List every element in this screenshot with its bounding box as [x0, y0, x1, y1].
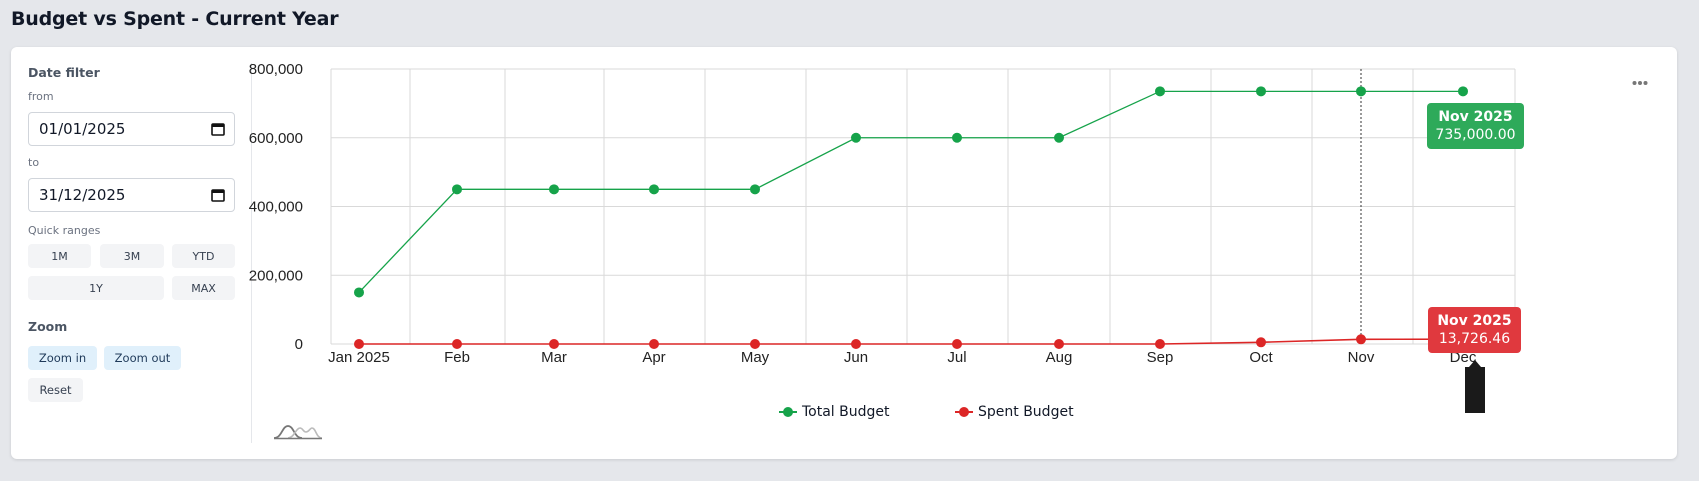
x-tick-label: Sep	[1147, 349, 1174, 366]
x-tick-label: May	[741, 349, 770, 366]
data-point[interactable]	[952, 339, 962, 349]
quick-range-1y-button[interactable]: 1Y	[28, 276, 164, 300]
range-navigator-icon[interactable]	[272, 422, 324, 440]
x-tick-label: Nov	[1348, 349, 1375, 366]
x-tick-label: Aug	[1046, 349, 1073, 366]
x-tick-label: Apr	[642, 349, 665, 366]
data-point[interactable]	[1054, 339, 1064, 349]
data-point[interactable]	[549, 184, 559, 195]
tooltip-total-budget: Nov 2025 735,000.00	[1427, 103, 1524, 149]
chart-card: Date filter from 01/01/2025 to 31/12/202…	[11, 47, 1677, 459]
data-point[interactable]	[1356, 334, 1366, 345]
data-point[interactable]	[354, 339, 364, 349]
quick-range-1m-button[interactable]: 1M	[28, 244, 91, 268]
zoom-out-button[interactable]: Zoom out	[104, 346, 181, 370]
filter-sidebar: Date filter from 01/01/2025 to 31/12/202…	[28, 63, 246, 443]
legend-label: Spent Budget	[978, 404, 1074, 420]
calendar-icon[interactable]	[211, 122, 225, 136]
data-point[interactable]	[1155, 339, 1165, 349]
y-tick-label: 400,000	[249, 199, 303, 216]
from-date-value: 01/01/2025	[39, 120, 126, 138]
x-tick-label: Jun	[844, 349, 868, 366]
data-point[interactable]	[452, 184, 462, 195]
sidebar-divider	[251, 63, 252, 443]
quick-range-ytd-button[interactable]: YTD	[172, 244, 235, 268]
data-point[interactable]	[851, 132, 861, 143]
data-point[interactable]	[549, 339, 559, 349]
data-point[interactable]	[1356, 86, 1366, 97]
data-point[interactable]	[452, 339, 462, 349]
x-tick-label: Jan 2025	[328, 349, 390, 366]
chart-grid: 0 200,000 400,000 600,000 800,000 Jan 2025 Feb…	[249, 61, 1516, 366]
calendar-icon[interactable]	[211, 188, 225, 202]
legend-total-budget[interactable]: Total Budget	[779, 404, 890, 420]
y-tick-label: 600,000	[249, 130, 303, 147]
mouse-cursor-icon	[1465, 360, 1485, 413]
data-point[interactable]	[649, 184, 659, 195]
data-point[interactable]	[1256, 86, 1266, 97]
legend-marker-red	[955, 407, 973, 417]
reset-zoom-button[interactable]: Reset	[28, 378, 83, 402]
series-total-budget[interactable]	[354, 86, 1468, 298]
from-label: from	[28, 90, 54, 103]
legend-spent-budget[interactable]: Spent Budget	[955, 404, 1074, 420]
data-point[interactable]	[1155, 86, 1165, 97]
to-label: to	[28, 156, 40, 169]
data-point[interactable]	[1256, 337, 1266, 348]
page-title: Budget vs Spent - Current Year	[11, 8, 339, 30]
data-point[interactable]	[1054, 132, 1064, 143]
x-tick-label: Oct	[1249, 349, 1273, 366]
legend-marker-green	[779, 407, 797, 417]
date-filter-title: Date filter	[28, 65, 100, 80]
more-horizontal-icon[interactable]	[1632, 73, 1648, 85]
y-tick-label: 200,000	[249, 267, 303, 284]
to-date-value: 31/12/2025	[39, 186, 126, 204]
tooltip-spent-budget: Nov 2025 13,726.46	[1428, 307, 1521, 353]
zoom-in-button[interactable]: Zoom in	[28, 346, 97, 370]
data-point[interactable]	[952, 132, 962, 143]
data-point[interactable]	[354, 287, 364, 298]
tooltip-title: Nov 2025	[1438, 109, 1513, 125]
tooltip-value: 13,726.46	[1438, 331, 1511, 347]
data-point[interactable]	[851, 339, 861, 349]
legend-label: Total Budget	[802, 404, 890, 420]
from-date-input[interactable]: 01/01/2025	[28, 112, 235, 146]
quick-range-3m-button[interactable]: 3M	[100, 244, 164, 268]
tooltip-value: 735,000.00	[1435, 127, 1516, 143]
y-tick-label: 800,000	[249, 61, 303, 78]
data-point[interactable]	[649, 339, 659, 349]
x-tick-label: Mar	[541, 349, 567, 366]
zoom-title: Zoom	[28, 319, 68, 334]
to-date-input[interactable]: 31/12/2025	[28, 178, 235, 212]
series-spent-budget[interactable]	[354, 334, 1468, 349]
x-tick-label: Jul	[947, 349, 966, 366]
data-point[interactable]	[750, 339, 760, 349]
data-point[interactable]	[1458, 86, 1468, 97]
x-tick-label: Feb	[444, 349, 470, 366]
data-point[interactable]	[750, 184, 760, 195]
tooltip-title: Nov 2025	[1437, 313, 1512, 329]
quick-range-max-button[interactable]: MAX	[172, 276, 235, 300]
quick-ranges-title: Quick ranges	[28, 224, 101, 237]
y-tick-label: 0	[295, 336, 303, 353]
